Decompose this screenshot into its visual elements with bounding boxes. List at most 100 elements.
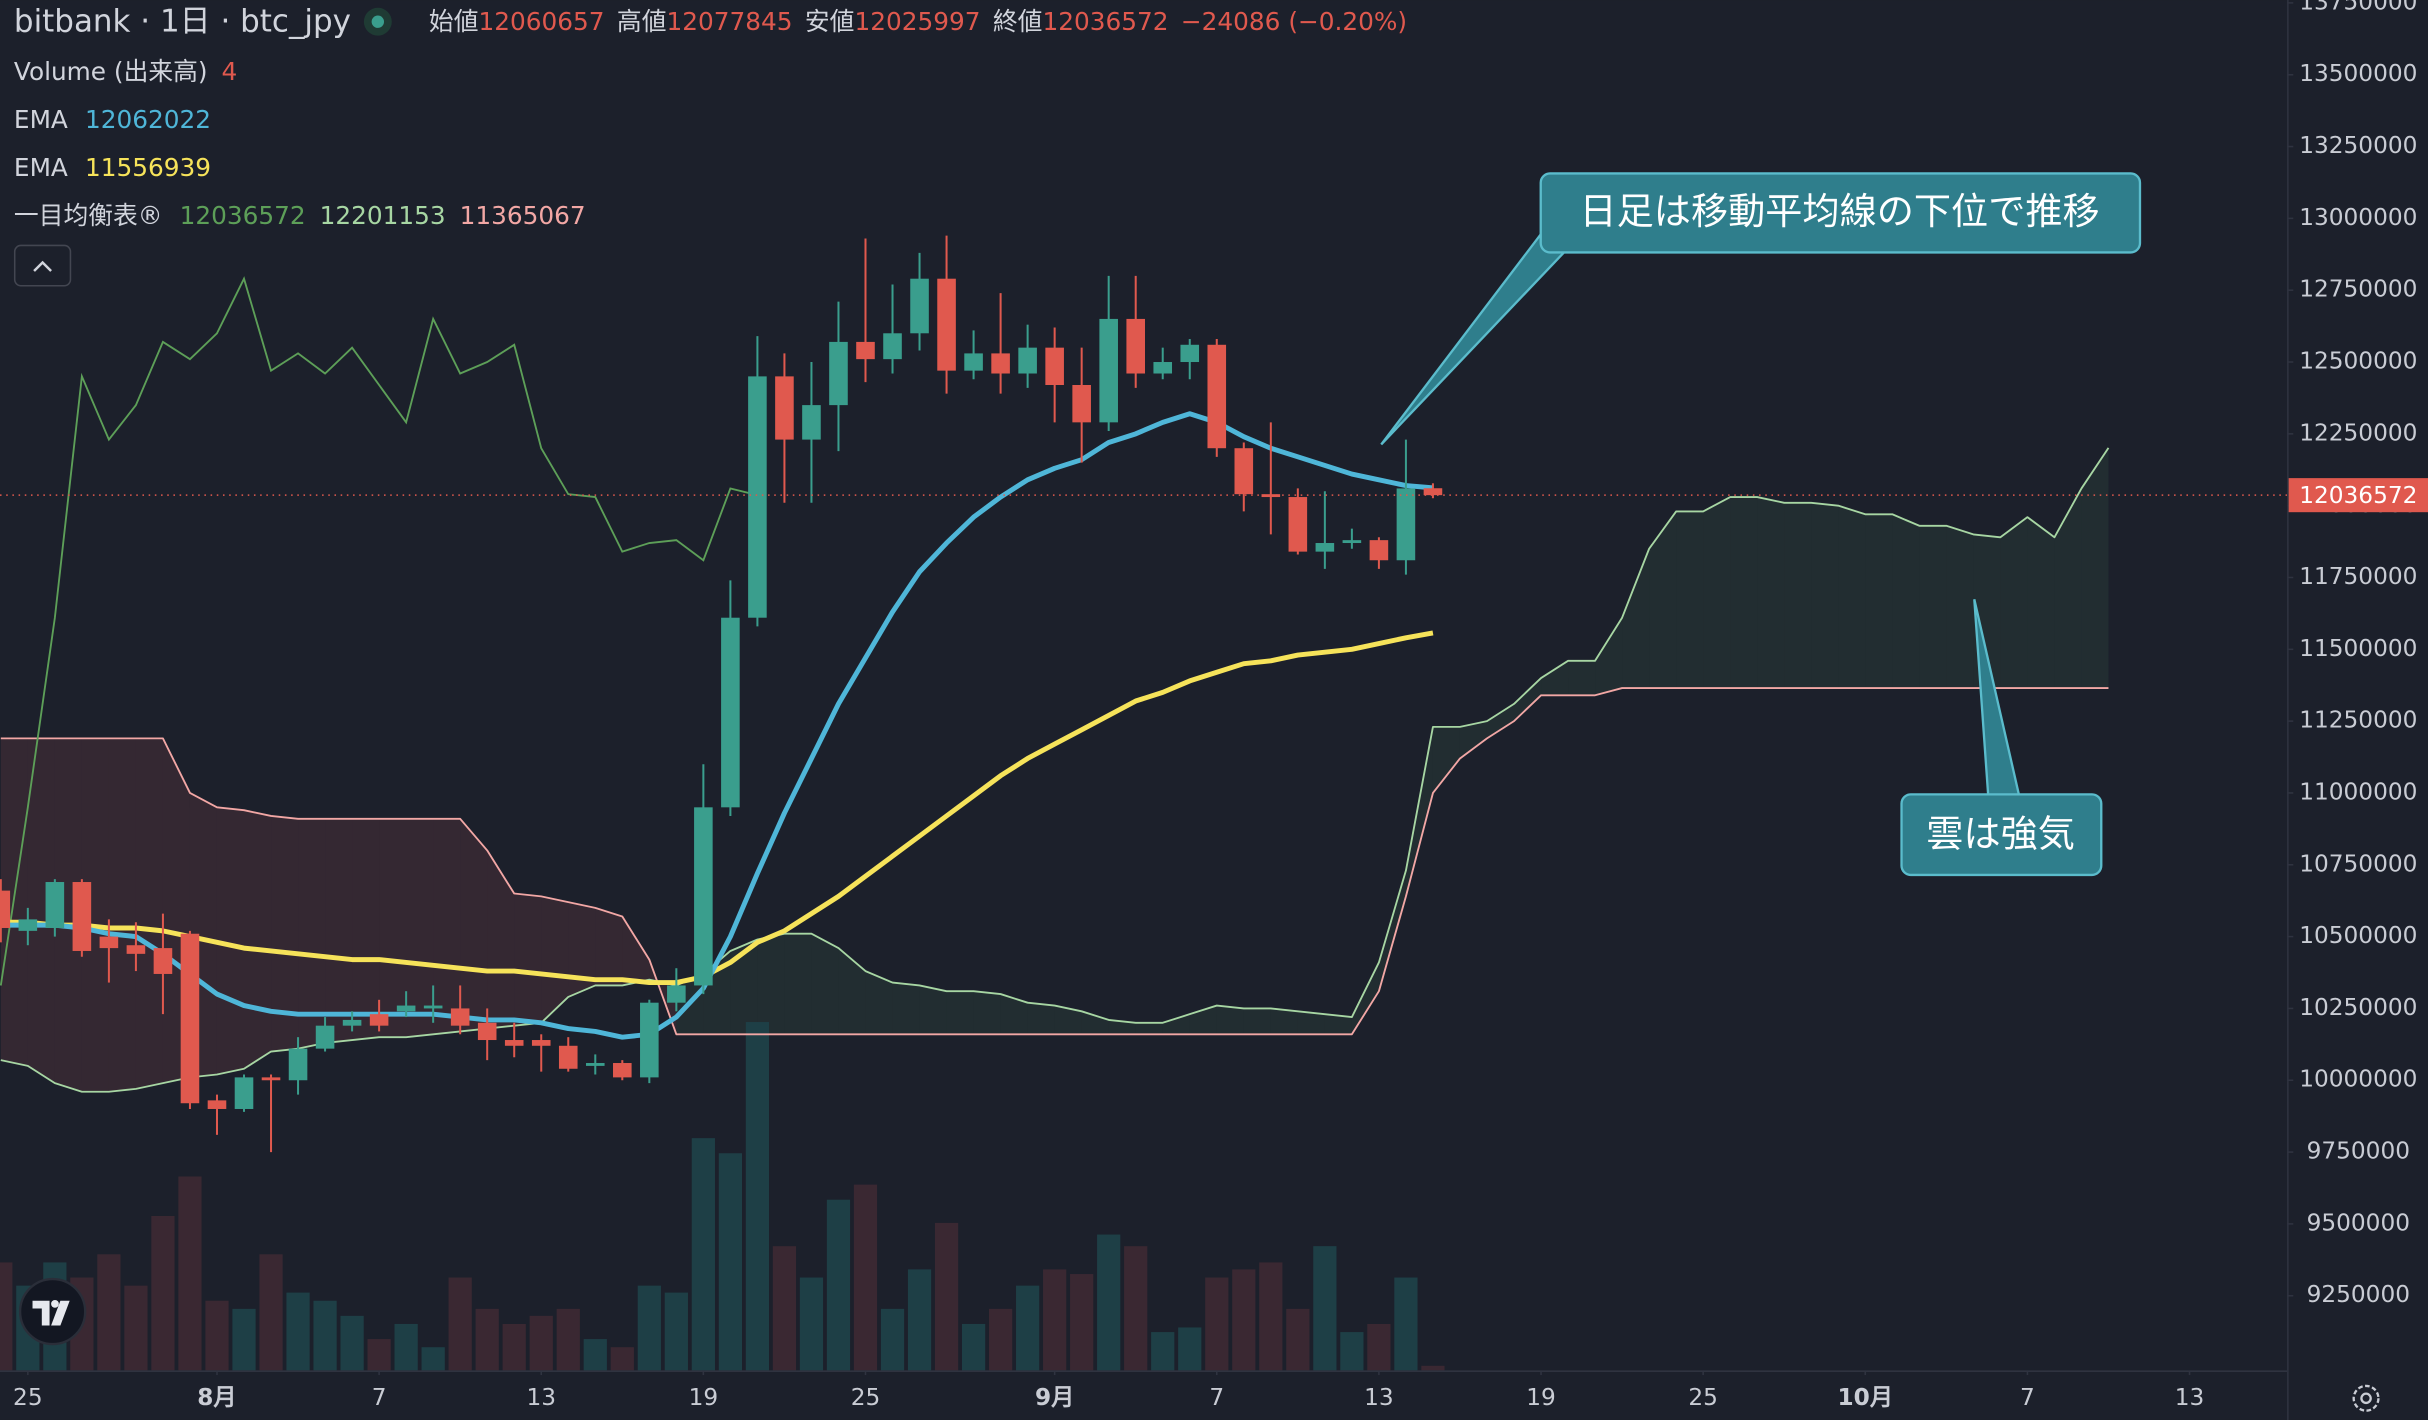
cloud-fill xyxy=(460,818,488,1032)
cloud-fill xyxy=(1351,962,1379,1035)
y-tick-label: 13250000 xyxy=(2299,132,2417,159)
legend-text: 11556939 xyxy=(85,153,211,182)
volume-bar xyxy=(1151,1332,1175,1371)
cloud-fill xyxy=(1000,994,1028,1035)
cloud-fill xyxy=(1378,870,1406,992)
cloud-fill xyxy=(1216,1005,1244,1035)
candle-body xyxy=(1207,344,1227,449)
cloud-fill xyxy=(568,902,596,997)
x-tick-label: 10月 xyxy=(1838,1384,1894,1411)
cloud-fill xyxy=(1622,548,1650,689)
candle-body xyxy=(288,1048,308,1081)
candle-body xyxy=(45,882,65,928)
logo-mark xyxy=(51,1299,59,1308)
candle-body xyxy=(99,936,119,949)
volume-bar xyxy=(259,1254,283,1371)
x-tick-label: 8月 xyxy=(197,1384,236,1411)
cloud-fill xyxy=(1135,1022,1163,1035)
candle-body xyxy=(640,1002,659,1078)
cloud-fill xyxy=(1568,660,1596,696)
cloud-fill xyxy=(1703,497,1731,689)
legend-text: EMA xyxy=(14,153,68,182)
candle-body xyxy=(1396,488,1416,561)
logo-circle[interactable] xyxy=(18,1277,87,1346)
y-tick-label: 11000000 xyxy=(2299,778,2417,805)
volume-bar xyxy=(664,1292,688,1371)
annotation: 雲は強気 xyxy=(1926,813,2075,856)
candle-body xyxy=(153,948,173,974)
cloud-fill xyxy=(919,985,947,1035)
volume-bar xyxy=(772,1246,797,1371)
settings-icon[interactable] xyxy=(2352,1384,2380,1412)
volume-bar xyxy=(1070,1274,1094,1371)
cloud-fill xyxy=(135,738,163,1089)
cloud-fill xyxy=(784,933,812,1035)
chart-title: bitbank · 1日 · btc_jpy xyxy=(14,4,351,40)
senkou-a-line xyxy=(0,447,2110,1093)
gear[interactable] xyxy=(2352,1384,2380,1412)
volume-bar xyxy=(313,1300,337,1371)
candle-body xyxy=(1180,344,1200,363)
legend-text: 高値 xyxy=(617,7,667,36)
candle-body xyxy=(1315,543,1335,552)
volume-bar xyxy=(1421,1365,1445,1371)
candle-body xyxy=(1126,318,1145,374)
tv-logo[interactable] xyxy=(18,1277,87,1346)
y-tick-label: 12750000 xyxy=(2299,276,2417,303)
collapse-button[interactable] xyxy=(13,244,72,287)
candle-body xyxy=(18,919,38,931)
volume-bar xyxy=(97,1254,121,1371)
volume-bar xyxy=(637,1285,661,1371)
candle-body xyxy=(1234,448,1254,495)
candle-body xyxy=(910,278,929,334)
volume-bar xyxy=(799,1277,824,1371)
callout-box xyxy=(1539,172,2142,254)
cloud-fill xyxy=(1459,721,1487,759)
y-tick-label: 10500000 xyxy=(2299,922,2417,949)
volume-bar xyxy=(556,1308,580,1371)
y-tick-label: 9500000 xyxy=(2307,1209,2410,1236)
candle-body xyxy=(991,353,1010,374)
cloud-fill xyxy=(1784,502,1812,689)
legend-text: 11365067 xyxy=(460,201,586,230)
cloud-fill xyxy=(730,939,758,1035)
gear xyxy=(2360,1392,2372,1405)
candle-body xyxy=(72,882,92,951)
y-tick-label: 13500000 xyxy=(2299,60,2417,87)
y-tick-label: 10250000 xyxy=(2299,994,2417,1021)
cloud-fill xyxy=(2000,517,2028,689)
cloud-fill xyxy=(514,893,542,1026)
volume-bar xyxy=(583,1339,607,1371)
candle-body xyxy=(829,341,848,406)
legend-text: 12062022 xyxy=(85,105,211,134)
x-tick-label: 9月 xyxy=(1035,1384,1074,1411)
cloud-fill xyxy=(2081,447,2109,689)
cloud-fill xyxy=(1595,617,1623,696)
volume-bar xyxy=(178,1176,202,1371)
y-tick-label: 10750000 xyxy=(2299,850,2417,877)
cloud-fill xyxy=(271,815,299,1052)
candle-body xyxy=(126,945,146,954)
y-tick-label: 11500000 xyxy=(2299,635,2417,662)
collapse-icon xyxy=(33,260,52,272)
candle-body xyxy=(396,1005,416,1012)
volume-bar xyxy=(907,1269,932,1371)
volume-bar xyxy=(934,1222,959,1371)
cloud-fill xyxy=(1919,525,1947,689)
volume-bar xyxy=(0,1262,13,1371)
cloud-fill xyxy=(244,810,272,1069)
cloud-fill xyxy=(1243,1008,1271,1035)
cloud-fill xyxy=(1649,511,1677,689)
y-tick-label: 13750000 xyxy=(2299,0,2417,15)
cloud-fill xyxy=(1811,502,1839,689)
candle-body xyxy=(369,1014,389,1026)
volume-bar xyxy=(340,1315,364,1371)
legend-text: 12077845 xyxy=(666,7,792,36)
candle-body xyxy=(315,1025,335,1049)
cloud-fill xyxy=(1324,1014,1352,1035)
x-tick-label: 7 xyxy=(1209,1384,1224,1411)
y-tick-label: 12250000 xyxy=(2299,419,2417,446)
candle-body xyxy=(0,890,11,928)
volume-bar xyxy=(1043,1269,1067,1371)
volume-bar xyxy=(745,1022,770,1371)
